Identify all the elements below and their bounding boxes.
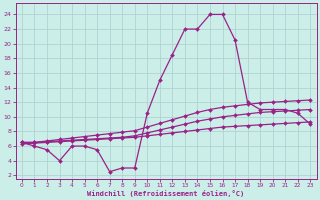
- X-axis label: Windchill (Refroidissement éolien,°C): Windchill (Refroidissement éolien,°C): [87, 190, 245, 197]
